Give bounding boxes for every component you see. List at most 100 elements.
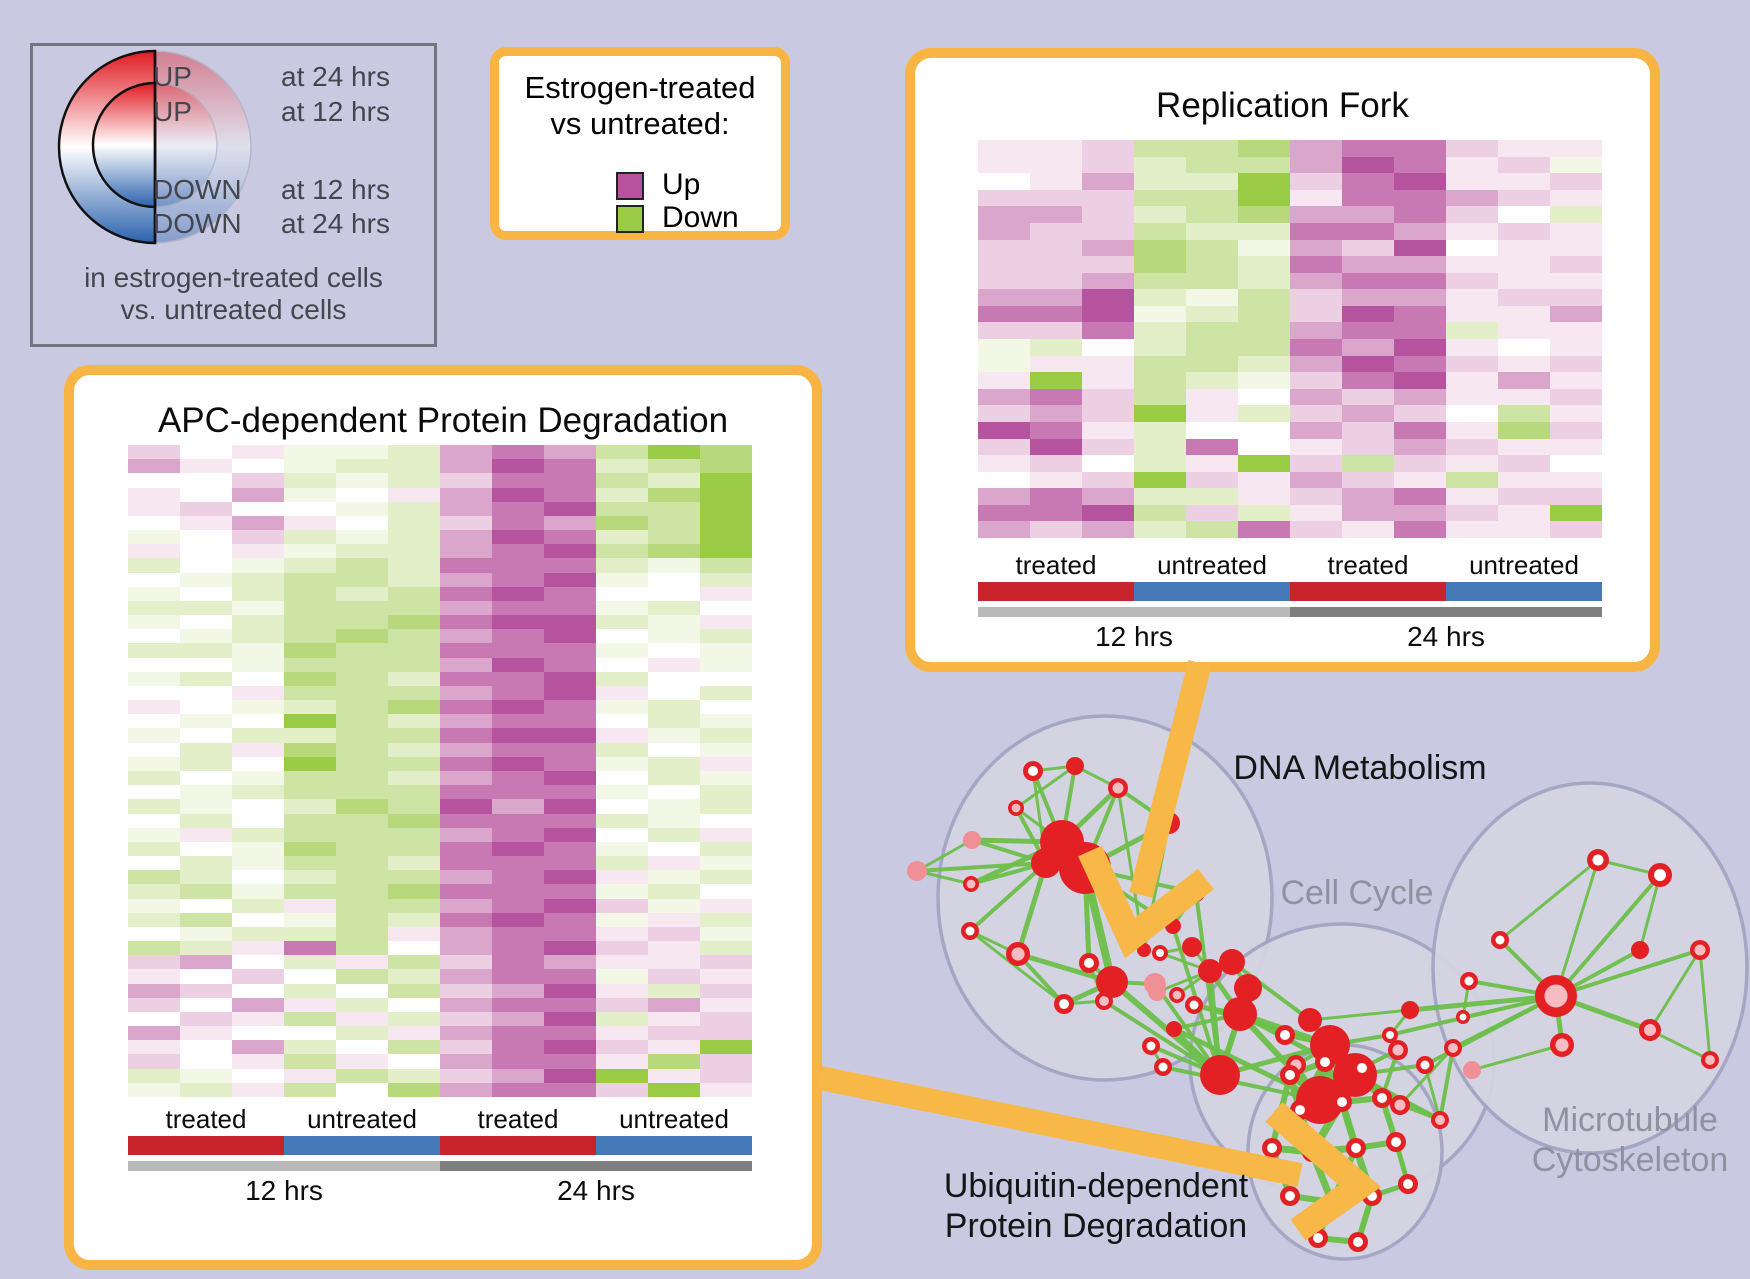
network-edge: [1398, 1046, 1455, 1107]
network-edge: [970, 861, 1047, 886]
time-label: 24 hrs: [557, 1175, 635, 1206]
heatmap-cell: [128, 813, 180, 828]
network-node: [1322, 1192, 1342, 1212]
legend-up24-time: at 24 hrs: [281, 61, 390, 92]
heatmap-cell: [180, 841, 232, 857]
heatmap-cell: [388, 1054, 440, 1069]
heatmap-cell: [1134, 372, 1186, 389]
heatmap-cell: [440, 629, 492, 644]
heatmap-cell: [180, 530, 232, 545]
network-edge: [1016, 952, 1066, 1006]
heatmap-cell: [440, 1054, 492, 1069]
heatmap-cell: [1290, 206, 1342, 223]
network-edge: [1074, 764, 1119, 790]
heatmap-cell: [596, 728, 648, 743]
heatmap-cell: [388, 473, 440, 488]
ubiquitin-text-line1: Ubiquitin-dependent: [943, 1167, 1249, 1205]
heatmap-cell: [544, 572, 596, 587]
heatmap-cell: [978, 355, 1030, 373]
heatmap-cell: [544, 997, 596, 1012]
heatmap-cell: [1186, 189, 1238, 207]
cluster-ellipse-0: [936, 714, 1274, 1082]
group-label: treated: [1327, 550, 1409, 580]
network-edge: [1299, 1098, 1343, 1114]
heatmap-cell: [284, 756, 336, 771]
network-edge: [1354, 1073, 1441, 1122]
heatmap-cell: [388, 1011, 440, 1027]
heatmap-cell: [700, 544, 752, 559]
heatmap-cell: [1186, 206, 1238, 223]
heatmap-cell: [1446, 222, 1498, 240]
heatmap-cell: [492, 600, 544, 616]
heatmap-cell: [492, 629, 544, 644]
heatmap-cell: [648, 685, 700, 701]
heatmap-cell: [492, 558, 544, 573]
heatmap-cell: [1134, 355, 1186, 373]
heatmap-cell: [180, 813, 232, 828]
network-node: [1200, 1055, 1240, 1095]
heatmap-cell: [1498, 140, 1550, 157]
heatmap-cell: [284, 856, 336, 871]
network-edge: [1193, 1003, 1241, 1016]
heatmap-cell: [1186, 289, 1238, 306]
heatmap-cell: [700, 501, 752, 516]
group-label: untreated: [619, 1104, 729, 1134]
heatmap-cell: [1030, 372, 1082, 389]
network-edge: [1159, 945, 1193, 955]
heatmap-cell: [336, 813, 388, 828]
network-node: [1315, 1052, 1335, 1072]
up-swatch-label: Up: [662, 168, 701, 201]
heatmap-cell: [232, 926, 284, 942]
heatmap-cell: [544, 544, 596, 559]
heatmap-cell: [1290, 222, 1342, 240]
heatmap-cell: [1290, 421, 1342, 439]
heatmap-cell: [700, 969, 752, 984]
heatmap-cell: [1342, 305, 1394, 323]
heatmap-cell: [388, 586, 440, 601]
heatmap-cell: [596, 657, 648, 672]
network-node-core: [1367, 1191, 1377, 1201]
heatmap-cell: [232, 530, 284, 545]
heatmap-cell: [1238, 140, 1290, 157]
heatmap-cell: [1394, 173, 1446, 190]
heatmap-cell: [388, 785, 440, 800]
network-edge: [971, 837, 1063, 845]
heatmap-cell: [648, 997, 700, 1012]
heatmap-cell: [440, 530, 492, 545]
heatmap-cell: [284, 827, 336, 842]
heatmap-cell: [1446, 256, 1498, 273]
heatmap-cell: [1082, 156, 1134, 174]
heatmap-cell: [648, 1082, 700, 1097]
heatmap-cell: [1342, 438, 1394, 456]
heatmap-cell: [596, 1082, 648, 1097]
heatmap-cell: [1030, 305, 1082, 323]
callout-arrow-shaft-1: [817, 1066, 1303, 1187]
dna-metabolism-text: DNA Metabolism: [1233, 749, 1487, 787]
network-node-core: [1327, 1197, 1337, 1207]
heatmap-cell: [596, 870, 648, 885]
heatmap-cell: [1498, 206, 1550, 223]
heatmap-cell: [700, 926, 752, 942]
heatmap-cell: [1394, 189, 1446, 207]
heatmap-cell: [596, 827, 648, 842]
heatmap-cell: [180, 983, 232, 998]
heatmap-cell: [648, 515, 700, 531]
heatmap-cell: [1186, 355, 1238, 373]
heatmap-cell: [1030, 206, 1082, 223]
network-node: [1165, 918, 1181, 934]
heatmap-cell: [1446, 521, 1498, 538]
cluster-ellipse-2: [1431, 781, 1749, 1155]
heatmap-cell: [284, 813, 336, 828]
network-edge: [1319, 1097, 1343, 1105]
heatmap-cell: [1550, 421, 1602, 439]
heatmap-cell: [232, 856, 284, 871]
heatmap-cell: [388, 600, 440, 616]
heatmap-cell: [1342, 388, 1394, 406]
network-edge: [1171, 925, 1222, 1076]
heatmap-cell: [440, 785, 492, 800]
heatmap-cell: [440, 544, 492, 559]
heatmap-cell: [1134, 140, 1186, 157]
heatmap-cell: [336, 756, 388, 771]
heatmap-cell: [700, 657, 752, 672]
heatmap-cell: [388, 558, 440, 573]
